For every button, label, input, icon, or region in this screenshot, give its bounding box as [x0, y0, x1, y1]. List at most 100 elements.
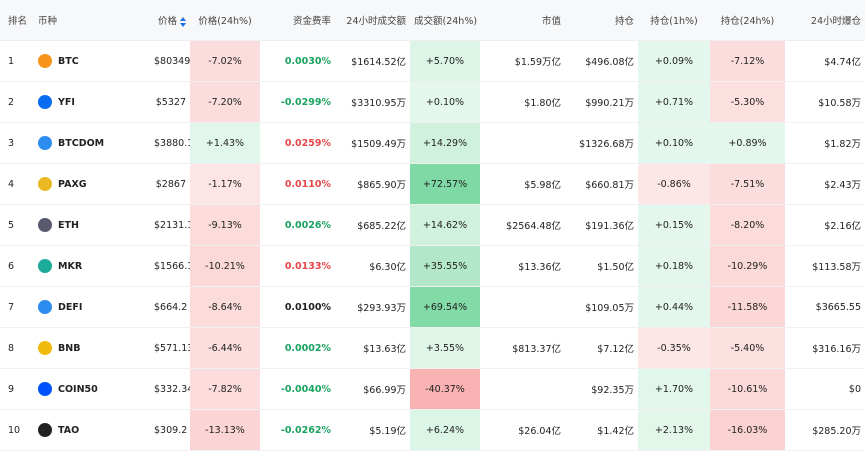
column-header: 持仓	[565, 0, 638, 41]
cell: $293.93万	[335, 286, 410, 328]
cell: -8.20%	[710, 204, 785, 246]
cell-text: $1509.49万	[351, 139, 406, 150]
cell: +69.54%	[410, 286, 480, 328]
cell: BTC	[30, 40, 150, 82]
cell-text: -8.20%	[730, 219, 765, 231]
cell: +6.24%	[410, 409, 480, 451]
column-header: 24小时爆仓	[785, 0, 865, 41]
cell: +14.62%	[410, 204, 480, 246]
cell-text: -11.58%	[727, 301, 768, 313]
cell: $2131.12	[150, 204, 190, 246]
cell-text: $2.16亿	[824, 221, 861, 232]
cell: $13.63亿	[335, 327, 410, 369]
cell: 3	[0, 122, 30, 164]
cell: -0.0262%	[260, 409, 335, 451]
cell-text: +0.15%	[654, 219, 694, 231]
cell-text: +6.24%	[425, 424, 465, 436]
table-row[interactable]: 1 BTC $80349.2 -7.02% 0.0030% $1614.52亿 +5.70%…	[0, 40, 865, 82]
cell: $191.36亿	[565, 204, 638, 246]
cell-text: 0.0133%	[284, 260, 331, 272]
cell-text: 0.0110%	[284, 178, 331, 190]
cell: $13.36亿	[480, 245, 565, 287]
cell: $813.37亿	[480, 327, 565, 369]
cell-text: $5.98亿	[524, 180, 561, 191]
cell-text: 6	[8, 260, 15, 272]
cell-text: $3665.55	[815, 301, 861, 313]
cell-text: $1.50亿	[597, 262, 634, 273]
table-row[interactable]: 5 ETH $2131.12 -9.13% 0.0026% $685.22亿 +14.62%…	[0, 204, 865, 246]
table-row[interactable]: 4 PAXG $2867 -1.17% 0.0110% $865.90万 +72.57% $5…	[0, 163, 865, 205]
cell: +0.89%	[710, 122, 785, 164]
cell: 0.0030%	[260, 40, 335, 82]
cell-text: -16.03%	[727, 424, 768, 436]
cell-text: +1.43%	[205, 137, 245, 149]
cell: 1	[0, 40, 30, 82]
table-row[interactable]: 7 DEFI $664.2 -8.64% 0.0100% $293.93万 +69.54% $…	[0, 286, 865, 328]
column-header: 持仓(1h%)	[638, 0, 710, 41]
cell-text: +5.70%	[425, 55, 465, 67]
cell-text: $1566.1	[154, 260, 190, 272]
cell: -13.13%	[190, 409, 260, 451]
header-text: 持仓(1h%)	[650, 16, 698, 27]
cell: $2564.48亿	[480, 204, 565, 246]
cell-text: -7.82%	[208, 383, 242, 395]
cell: -6.44%	[190, 327, 260, 369]
cell: $1.80亿	[480, 81, 565, 123]
cell: -0.0040%	[260, 368, 335, 410]
column-header: 价格(24h%)	[190, 0, 260, 41]
table-row[interactable]: 9 COIN50 $332.34 -7.82% -0.0040% $66.99万 -40.3…	[0, 368, 865, 410]
coin: PAXG	[38, 177, 146, 191]
cell: +72.57%	[410, 163, 480, 205]
cell-text: $2867	[155, 178, 186, 190]
header-text: 排名	[8, 16, 28, 27]
cell: $660.81万	[565, 163, 638, 205]
cell-text: -0.35%	[657, 342, 691, 354]
sort-icon[interactable]	[180, 16, 186, 27]
cell	[480, 368, 565, 410]
cell: +0.71%	[638, 81, 710, 123]
cell-text: 10	[8, 424, 21, 436]
cell-text: -5.40%	[730, 342, 765, 354]
cell: -7.82%	[190, 368, 260, 410]
cell: $1.42亿	[565, 409, 638, 451]
cell: -9.13%	[190, 204, 260, 246]
table-row[interactable]: 10 TAO $309.2 -13.13% -0.0262% $5.19亿 +6.24% $2…	[0, 409, 865, 451]
column-header[interactable]: 价格	[150, 0, 190, 41]
cell: +14.29%	[410, 122, 480, 164]
cell-text: 5	[8, 219, 15, 231]
cell: -16.03%	[710, 409, 785, 451]
cell: $26.04亿	[480, 409, 565, 451]
cell: $1.59万亿	[480, 40, 565, 82]
cell: $3880.1	[150, 122, 190, 164]
table-row[interactable]: 8 BNB $571.13 -6.44% 0.0002% $13.63亿 +3.55% $81…	[0, 327, 865, 369]
cell: +2.13%	[638, 409, 710, 451]
coin-icon	[38, 218, 52, 232]
cell-text: -7.02%	[208, 55, 242, 67]
table-row[interactable]: 2 YFI $5327 -7.20% -0.0299% $3310.95万 +0.10% $1…	[0, 81, 865, 123]
cell: +35.55%	[410, 245, 480, 287]
cell-text: $1.80亿	[524, 98, 561, 109]
cell: $109.05万	[565, 286, 638, 328]
cell-text: 0.0259%	[284, 137, 331, 149]
cell-text: 4	[8, 178, 15, 190]
table-row[interactable]: 3 BTCDOM $3880.1 +1.43% 0.0259% $1509.49万 +14.…	[0, 122, 865, 164]
cell-text: -13.13%	[205, 424, 245, 436]
coin-name: PAXG	[58, 178, 87, 190]
coin-icon	[38, 382, 52, 396]
cell: +1.70%	[638, 368, 710, 410]
cell-text: $3880.1	[154, 137, 190, 149]
cell-text: $1.59万亿	[514, 57, 561, 68]
coin: ETH	[38, 218, 146, 232]
cell-text: $7.12亿	[597, 344, 634, 355]
coin-name: COIN50	[58, 383, 98, 395]
coin-name: DEFI	[58, 301, 83, 313]
cell: -7.20%	[190, 81, 260, 123]
cell-text: +14.29%	[422, 137, 468, 149]
cell-text: $990.21万	[585, 98, 634, 109]
cell-text: $5327	[155, 96, 186, 108]
cell-text: $191.36亿	[585, 221, 634, 232]
cell: $3310.95万	[335, 81, 410, 123]
cell: $2.43万	[785, 163, 865, 205]
table-row[interactable]: 6 MKR $1566.1 -10.21% 0.0133% $6.30亿 +35.55% $1…	[0, 245, 865, 287]
cell-text: $316.16万	[812, 344, 861, 355]
